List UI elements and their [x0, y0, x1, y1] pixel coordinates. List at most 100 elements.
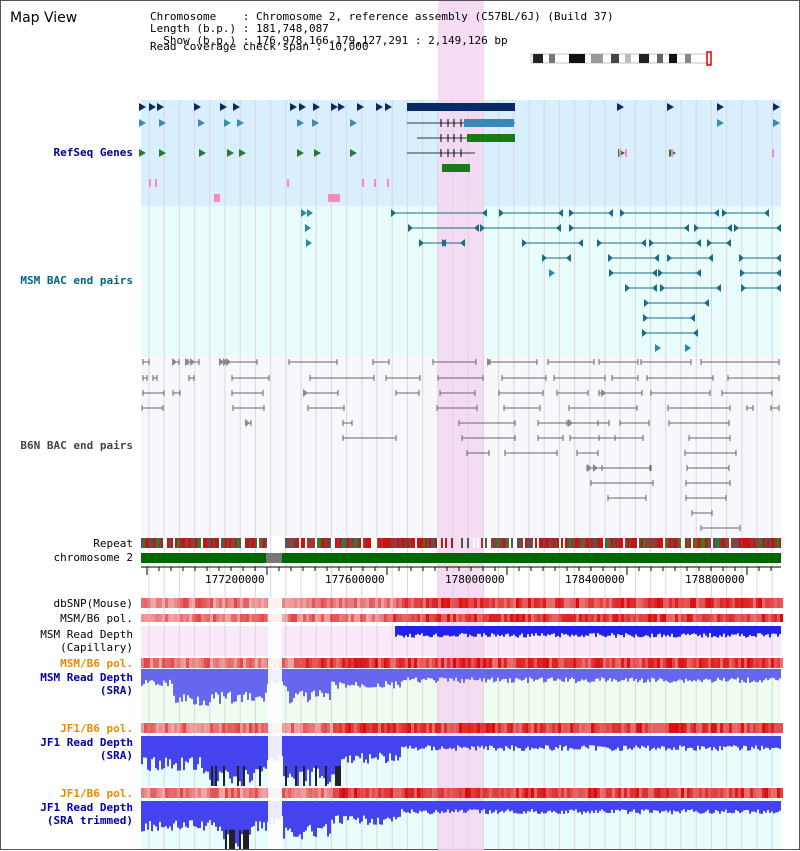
pol-cell	[216, 658, 219, 668]
pol-cell	[363, 658, 366, 668]
pol-cell	[624, 723, 627, 733]
depth-bar	[735, 801, 737, 811]
pol-cell	[615, 788, 618, 798]
repeat-segment	[561, 538, 563, 548]
depth-bar	[623, 669, 625, 681]
depth-bar	[671, 626, 673, 634]
repeat-segment	[413, 538, 415, 548]
pol-cell	[672, 788, 675, 798]
bac-end	[722, 209, 727, 217]
depth-bar	[355, 801, 357, 821]
pol-cell	[258, 658, 261, 668]
chromosome-ideogram[interactable]	[530, 51, 712, 66]
repeat-segment	[359, 538, 361, 548]
depth-bar	[145, 801, 147, 824]
repeat-segment	[775, 538, 777, 548]
pol-cell	[150, 788, 153, 798]
depth-bar	[183, 801, 185, 823]
pol-cell	[645, 723, 648, 733]
depth-bar	[639, 669, 641, 681]
pol-cell	[537, 658, 540, 668]
depth-bar	[173, 801, 175, 824]
pol-cell	[651, 614, 654, 622]
depth-bar	[357, 736, 359, 757]
pol-cell	[204, 614, 207, 622]
msm-bac-label[interactable]: MSM BAC end pairs	[20, 274, 133, 287]
pol-cell	[576, 788, 579, 798]
depth-bar	[685, 626, 687, 635]
depth-bar	[495, 801, 497, 811]
depth-bar	[209, 736, 211, 780]
pol-cell	[180, 723, 183, 733]
pol-cell	[243, 723, 246, 733]
pol-cell	[378, 614, 381, 622]
pol-cell	[423, 598, 426, 608]
depth-bar	[775, 626, 777, 634]
repeat-segment	[149, 538, 151, 548]
depth-bar	[203, 801, 205, 831]
repeat-segment	[327, 538, 329, 548]
pol-cell	[651, 658, 654, 668]
pol-cell	[663, 614, 666, 622]
depth-bar	[241, 669, 243, 703]
pol-cell	[594, 614, 597, 622]
pol-cell	[696, 658, 699, 668]
pol-cell	[645, 598, 648, 608]
depth-bar	[601, 669, 603, 678]
depth-bar	[481, 801, 483, 811]
msm-bac-track[interactable]	[301, 209, 781, 352]
region-highlight[interactable]	[438, 1, 484, 851]
repeat-segment	[173, 538, 175, 548]
repeat-segment	[731, 538, 733, 548]
refseq-genes-track[interactable]	[139, 103, 780, 202]
pol-cell	[465, 788, 468, 798]
depth-bar	[683, 736, 685, 747]
repeat-label: Repeat	[93, 537, 133, 550]
depth-overflow	[315, 766, 317, 786]
pol-cell	[468, 614, 471, 622]
depth-bar	[651, 736, 653, 749]
pol-cell	[144, 614, 147, 622]
pol-cell	[414, 788, 417, 798]
repeat-segment	[331, 538, 333, 548]
depth-bar	[665, 736, 667, 751]
repeat-segment	[493, 538, 495, 548]
pol-cell	[192, 598, 195, 608]
pol-cell	[303, 598, 306, 608]
pol-cell	[162, 658, 165, 668]
depth-bar	[537, 626, 539, 636]
depth-bar	[419, 736, 421, 750]
depth-bar	[345, 801, 347, 816]
repeat-segment	[539, 538, 541, 548]
depth-bar	[657, 626, 659, 635]
repeat-segment	[355, 538, 357, 548]
pol-cell	[543, 614, 546, 622]
depth-bar	[309, 801, 311, 825]
pol-cell	[390, 723, 393, 733]
depth-bar	[373, 669, 375, 688]
chromosome-info: Chromosome : Chromosome 2, reference ass…	[150, 11, 614, 47]
pol-cell	[156, 598, 159, 608]
depth-bar	[265, 801, 267, 831]
repeat-segment	[237, 538, 239, 548]
depth-bar	[303, 736, 305, 784]
depth-bar	[615, 801, 617, 810]
depth-bar	[195, 669, 197, 705]
pol-cell	[609, 788, 612, 798]
refseq-genes-label[interactable]: RefSeq Genes	[53, 146, 133, 159]
b6n-bac-track[interactable]	[141, 358, 780, 531]
pol-cell	[360, 658, 363, 668]
b6n-bac-label[interactable]: B6N BAC end pairs	[20, 439, 133, 452]
pol-cell	[174, 788, 177, 798]
pol-cell	[663, 788, 666, 798]
repeat-segment	[335, 538, 337, 548]
bac-end	[568, 419, 573, 427]
pol-cell	[612, 723, 615, 733]
depth-bar	[685, 669, 687, 679]
depth-bar	[249, 801, 251, 835]
depth-bar	[713, 801, 715, 813]
bac-end	[597, 239, 602, 247]
depth-bar	[739, 669, 741, 683]
pol-cell	[294, 598, 297, 608]
